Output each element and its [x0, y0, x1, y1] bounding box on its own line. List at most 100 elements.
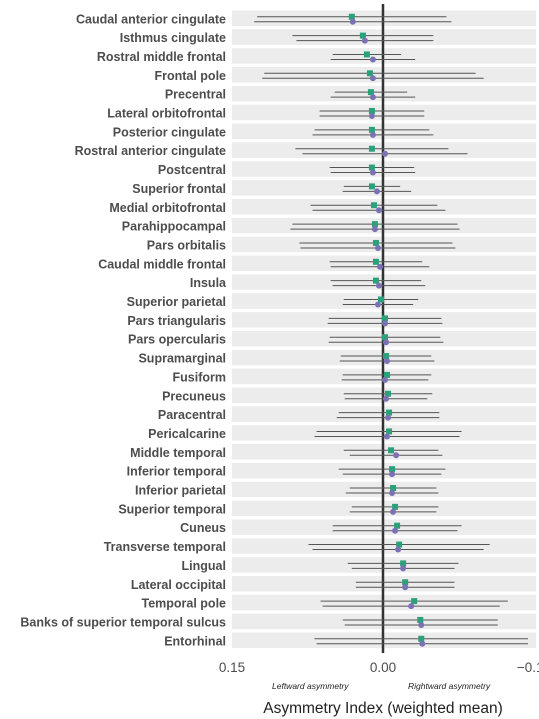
point-estimate-square [394, 522, 401, 529]
point-estimate-square [396, 541, 403, 548]
point-estimate-square [377, 296, 384, 303]
point-estimate-square [386, 428, 393, 435]
point-estimate-square [384, 371, 391, 378]
row-labels: Caudal anterior cingulate Isthmus cingula… [20, 12, 227, 648]
row-label: Inferior temporal [127, 465, 226, 479]
point-estimate-circle [349, 18, 356, 25]
point-estimate-circle [382, 150, 389, 157]
point-estimate-circle [369, 56, 376, 63]
point-estimate-square [400, 560, 407, 567]
point-estimate-circle [408, 603, 415, 610]
row-label: Pars triangularis [127, 314, 226, 328]
point-estimate-circle [369, 94, 376, 101]
point-estimate-square [389, 466, 396, 473]
point-estimate-circle [369, 169, 376, 176]
point-estimate-circle [395, 546, 402, 553]
row-label: Paracentral [158, 408, 226, 422]
point-estimate-square [370, 202, 377, 209]
row-label: Posterior cingulate [113, 125, 226, 139]
row-label: Lingual [182, 559, 226, 573]
row-label: Caudal middle frontal [98, 257, 226, 271]
point-estimate-square [402, 579, 409, 586]
row-label: Rostral anterior cingulate [75, 144, 226, 158]
row-label: Pars opercularis [128, 333, 226, 347]
x-axis-ticks: 0.15 0.00 −0.15 [219, 660, 539, 675]
point-estimate-square [348, 13, 355, 20]
row-label: Medial orbitofrontal [109, 201, 226, 215]
row-label: Supramarginal [138, 352, 226, 366]
x-axis-title: Asymmetry Index (weighted mean) [263, 700, 502, 717]
point-estimate-circle [373, 188, 380, 195]
point-estimate-square [385, 390, 392, 397]
point-estimate-circle [384, 358, 391, 365]
point-estimate-square [388, 447, 395, 454]
point-estimate-circle [374, 244, 381, 251]
point-estimate-circle [390, 508, 397, 515]
row-label: Frontal pole [154, 69, 226, 83]
row-label: Pericalcarine [148, 427, 226, 441]
point-estimate-circle [383, 339, 390, 346]
point-estimate-square [383, 353, 390, 360]
x-tick-label: 0.00 [370, 660, 396, 675]
point-estimate-square [382, 334, 389, 341]
row-label: Caudal anterior cingulate [76, 12, 226, 26]
point-estimate-circle [369, 75, 376, 82]
point-estimate-circle [375, 282, 382, 289]
row-label: Transverse temporal [104, 540, 226, 554]
point-estimate-square [368, 126, 375, 133]
row-label: Postcentral [158, 163, 226, 177]
point-estimate-square [390, 485, 397, 491]
point-estimate-square [366, 70, 373, 77]
point-estimate-square [371, 221, 378, 228]
point-estimate-circle [392, 527, 399, 534]
point-estimate-circle [385, 414, 392, 421]
row-label: Insula [190, 276, 227, 290]
point-estimate-circle [393, 452, 400, 459]
row-label: Temporal pole [141, 597, 226, 611]
row-label: Superior frontal [132, 182, 226, 196]
point-estimate-square [363, 51, 370, 58]
right-asymmetry-note: Rightward asymmetry [408, 681, 491, 691]
point-estimate-circle [389, 490, 396, 496]
point-estimate-circle [418, 621, 425, 628]
point-estimate-circle [382, 320, 389, 327]
x-tick-label: −0.15 [517, 660, 539, 675]
row-label: Lateral occipital [131, 578, 226, 592]
plot-marks [254, 13, 528, 647]
point-estimate-square [382, 315, 389, 322]
row-label: Fusiform [173, 370, 226, 384]
point-estimate-circle [368, 113, 375, 119]
row-label: Precuneus [162, 389, 226, 403]
row-label: Superior parietal [127, 295, 226, 309]
point-estimate-circle [361, 37, 368, 44]
row-label: Middle temporal [130, 446, 226, 460]
point-estimate-square [417, 616, 424, 623]
point-estimate-circle [376, 263, 383, 270]
left-asymmetry-note: Leftward asymmetry [272, 681, 349, 691]
row-label: Inferior parietal [135, 484, 226, 498]
point-estimate-circle [383, 395, 390, 402]
point-estimate-circle [400, 565, 407, 572]
point-estimate-square [367, 89, 374, 96]
row-label: Parahippocampal [122, 220, 226, 234]
point-estimate-circle [369, 131, 376, 138]
point-estimate-circle [382, 376, 389, 383]
point-estimate-square [368, 108, 375, 114]
point-estimate-square [386, 409, 393, 416]
point-estimate-square [359, 32, 366, 39]
row-label: Isthmus cingulate [120, 31, 226, 45]
row-label: Rostral middle frontal [97, 50, 226, 64]
point-estimate-circle [402, 584, 409, 591]
row-label: Cuneus [180, 521, 226, 535]
row-label: Banks of superior temporal sulcus [20, 615, 226, 629]
point-estimate-square [372, 239, 379, 246]
point-estimate-square [368, 164, 375, 171]
point-estimate-circle [375, 207, 382, 214]
x-tick-label: 0.15 [219, 660, 245, 675]
point-estimate-square [411, 598, 418, 605]
point-estimate-circle [374, 301, 381, 308]
point-estimate-circle [371, 226, 378, 233]
point-estimate-circle [384, 433, 391, 440]
row-label: Lateral orbitofrontal [107, 107, 226, 121]
